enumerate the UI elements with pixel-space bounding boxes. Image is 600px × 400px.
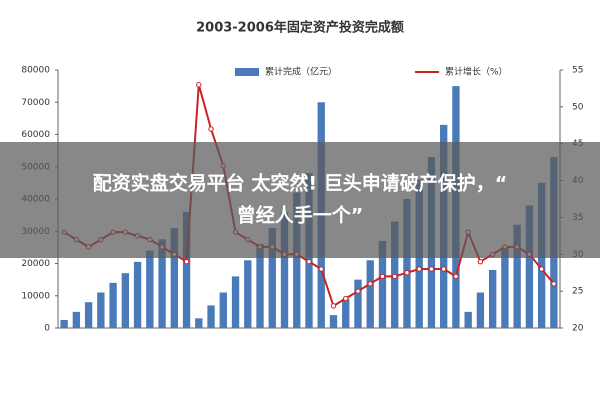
bar [268, 228, 276, 328]
bar [109, 282, 117, 328]
bar [280, 211, 289, 328]
bar [366, 260, 374, 328]
point [440, 266, 447, 272]
point [306, 258, 312, 265]
bar [195, 318, 203, 328]
bar [121, 273, 130, 328]
bar [256, 244, 264, 328]
bar [72, 311, 81, 328]
bar [207, 305, 215, 328]
point [453, 273, 459, 280]
bar [488, 269, 497, 328]
bar [378, 240, 387, 328]
legend-swatch [235, 68, 259, 76]
point [416, 266, 422, 272]
y2-tick-label: 20 [572, 324, 584, 334]
point [379, 273, 386, 280]
y-tick-label: 80000 [21, 66, 50, 76]
point [208, 126, 214, 132]
bar [329, 315, 338, 328]
point [551, 281, 557, 287]
point [196, 82, 202, 88]
bar [97, 292, 105, 328]
legend-label: 累计完成（亿元） [265, 66, 337, 78]
overlay-band [0, 142, 600, 258]
bar [525, 205, 534, 328]
y-tick-label: 70000 [21, 98, 50, 108]
point [428, 266, 435, 272]
y2-tick-label: 55 [572, 66, 583, 76]
bar [170, 228, 178, 328]
chart-title: 2003-2006年固定资产投资完成额 [196, 20, 404, 36]
bar [133, 261, 142, 328]
legend-label: 累计增长（%） [445, 66, 508, 78]
bar [244, 260, 252, 328]
bar [293, 192, 301, 328]
y-tick-label: 0 [44, 324, 50, 334]
y2-tick-label: 50 [572, 102, 584, 112]
point [392, 273, 398, 280]
y2-tick-label: 25 [572, 287, 583, 297]
bar [354, 279, 362, 328]
bar [403, 199, 411, 328]
bar [513, 224, 521, 328]
bar [476, 292, 485, 328]
point [183, 258, 190, 265]
bar [146, 250, 154, 328]
y-tick-label: 60000 [21, 130, 50, 140]
bar [231, 276, 240, 328]
overlay-text: 曾经人手一个” [237, 204, 364, 227]
bar [182, 211, 191, 328]
point [477, 258, 484, 265]
bar [158, 239, 166, 328]
y-tick-label: 10000 [21, 291, 50, 301]
bar [464, 311, 472, 328]
bar [60, 319, 68, 328]
point [318, 266, 324, 272]
bar [342, 298, 350, 328]
point [330, 303, 337, 309]
point [343, 295, 349, 302]
point [538, 266, 545, 272]
overlay-text: 配资实盘交易平台 太突然! 巨头申请破产保护，“ [93, 172, 507, 195]
bar [501, 247, 509, 328]
bar [219, 292, 227, 328]
bar [84, 302, 93, 328]
point [404, 270, 410, 276]
point [355, 288, 361, 294]
point [367, 281, 373, 287]
y-tick-label: 20000 [21, 259, 50, 269]
